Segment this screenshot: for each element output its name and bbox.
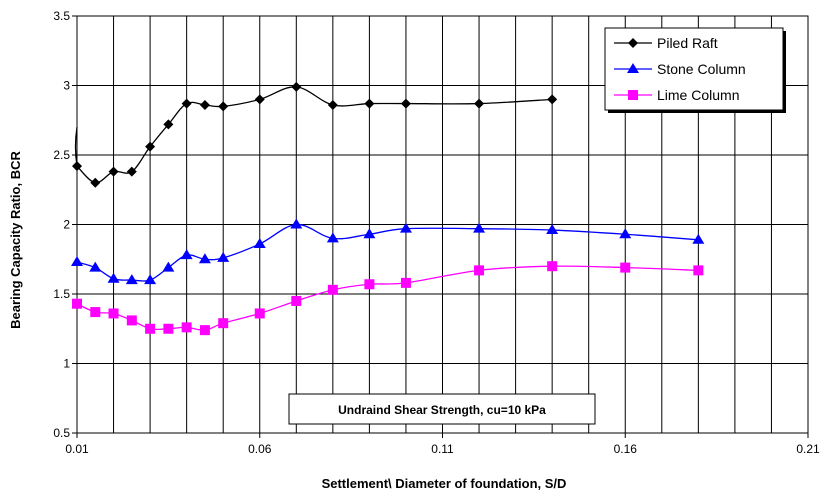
data-point-piled-raft: [108, 166, 119, 177]
y-tick-label: 2: [63, 218, 70, 232]
x-tick-label: 0.11: [431, 442, 454, 456]
data-point-piled-raft: [218, 101, 229, 112]
axes: 0.5 1 1.5 2 2.5 3 3.5 0.01 0.06 0.11 0.16 0.21: [53, 9, 820, 456]
data-point-piled-raft: [291, 81, 302, 92]
series-line-stone-column: [76, 223, 699, 282]
data-point-piled-raft: [72, 161, 82, 172]
legend-item-lime-column: Lime Column: [614, 87, 739, 103]
data-point-lime-column: [327, 284, 338, 295]
data-point-stone-column: [692, 233, 705, 244]
data-point-piled-raft: [547, 94, 558, 105]
data-point-lime-column: [163, 323, 174, 334]
annotation-box: Undraind Shear Strength, cu=10 kPa: [288, 393, 596, 425]
y-axis-title: Bearing Capacity Ratio, BCR: [8, 151, 23, 329]
data-point-lime-column: [181, 322, 192, 333]
data-point-stone-column: [144, 274, 157, 285]
x-tick-label: 0.06: [248, 442, 272, 456]
legend-label-lime-column: Lime Column: [657, 87, 739, 103]
data-point-lime-column: [291, 295, 302, 306]
data-point-stone-column: [290, 218, 303, 229]
data-point-lime-column: [547, 261, 558, 272]
series-lime-column: [72, 261, 704, 336]
y-tick-label: 3: [63, 79, 70, 93]
y-tick-label: 0.5: [53, 426, 70, 440]
data-point-lime-column: [693, 265, 704, 276]
data-point-lime-column: [72, 298, 82, 309]
data-point-lime-column: [400, 277, 411, 288]
legend-label-stone-column: Stone Column: [657, 61, 746, 77]
legend-label-piled-raft: Piled Raft: [657, 35, 718, 51]
data-point-piled-raft: [254, 94, 265, 105]
data-point-lime-column: [90, 307, 101, 318]
y-tick-label: 3.5: [53, 9, 70, 23]
x-tick-label: 0.01: [65, 442, 89, 456]
data-point-stone-column: [180, 249, 193, 260]
data-point-stone-column: [198, 253, 211, 264]
data-point-stone-column: [107, 272, 120, 283]
data-point-piled-raft: [163, 119, 174, 130]
data-point-stone-column: [619, 228, 632, 239]
data-point-piled-raft: [364, 98, 375, 109]
data-point-lime-column: [218, 318, 229, 329]
data-point-lime-column: [254, 308, 265, 319]
data-point-lime-column: [364, 279, 375, 290]
x-axis-title: Settlement\ Diameter of foundation, S/D: [322, 476, 567, 491]
legend-marker-stone-column: [627, 63, 639, 73]
series-stone-column: [71, 218, 705, 285]
data-point-piled-raft: [400, 98, 411, 109]
legend-shadow-bottom: [608, 110, 786, 113]
data-point-lime-column: [108, 308, 119, 319]
legend: Piled Raft Stone Column Lime Column: [604, 27, 786, 113]
data-point-stone-column: [473, 222, 486, 233]
series-layer: [71, 81, 705, 336]
data-point-stone-column: [399, 222, 412, 233]
y-tick-label: 1.5: [53, 287, 70, 301]
data-point-lime-column: [126, 315, 137, 326]
legend-item-piled-raft: Piled Raft: [614, 35, 718, 51]
data-point-lime-column: [474, 265, 485, 276]
series-line-lime-column: [76, 265, 699, 331]
legend-shadow: [783, 31, 786, 113]
data-point-lime-column: [145, 323, 156, 334]
data-point-stone-column: [125, 274, 138, 285]
data-point-piled-raft: [126, 166, 137, 177]
data-point-lime-column: [199, 325, 210, 336]
x-tick-label: 0.16: [614, 442, 638, 456]
data-point-stone-column: [162, 261, 175, 272]
annotation-text: Undraind Shear Strength, cu=10 kPa: [338, 403, 546, 417]
data-point-stone-column: [253, 237, 266, 248]
data-point-stone-column: [546, 224, 559, 235]
legend-marker-piled-raft: [628, 38, 638, 48]
data-point-piled-raft: [90, 177, 101, 188]
y-tick-label: 1: [63, 357, 70, 371]
data-point-piled-raft: [199, 99, 210, 110]
data-point-stone-column: [71, 256, 83, 267]
data-point-stone-column: [363, 228, 376, 239]
data-point-lime-column: [620, 262, 631, 273]
data-point-piled-raft: [327, 99, 338, 110]
series-piled-raft: [72, 81, 558, 188]
x-tick-label: 0.21: [796, 442, 820, 456]
data-point-stone-column: [217, 251, 230, 262]
data-point-piled-raft: [145, 141, 156, 152]
data-point-stone-column: [89, 261, 102, 272]
data-point-piled-raft: [474, 98, 485, 109]
data-point-piled-raft: [181, 98, 192, 109]
series-line-piled-raft: [76, 86, 553, 184]
data-point-stone-column: [326, 232, 339, 243]
y-tick-label: 2.5: [53, 148, 70, 162]
legend-marker-lime-column: [628, 90, 638, 100]
legend-item-stone-column: Stone Column: [614, 61, 746, 77]
